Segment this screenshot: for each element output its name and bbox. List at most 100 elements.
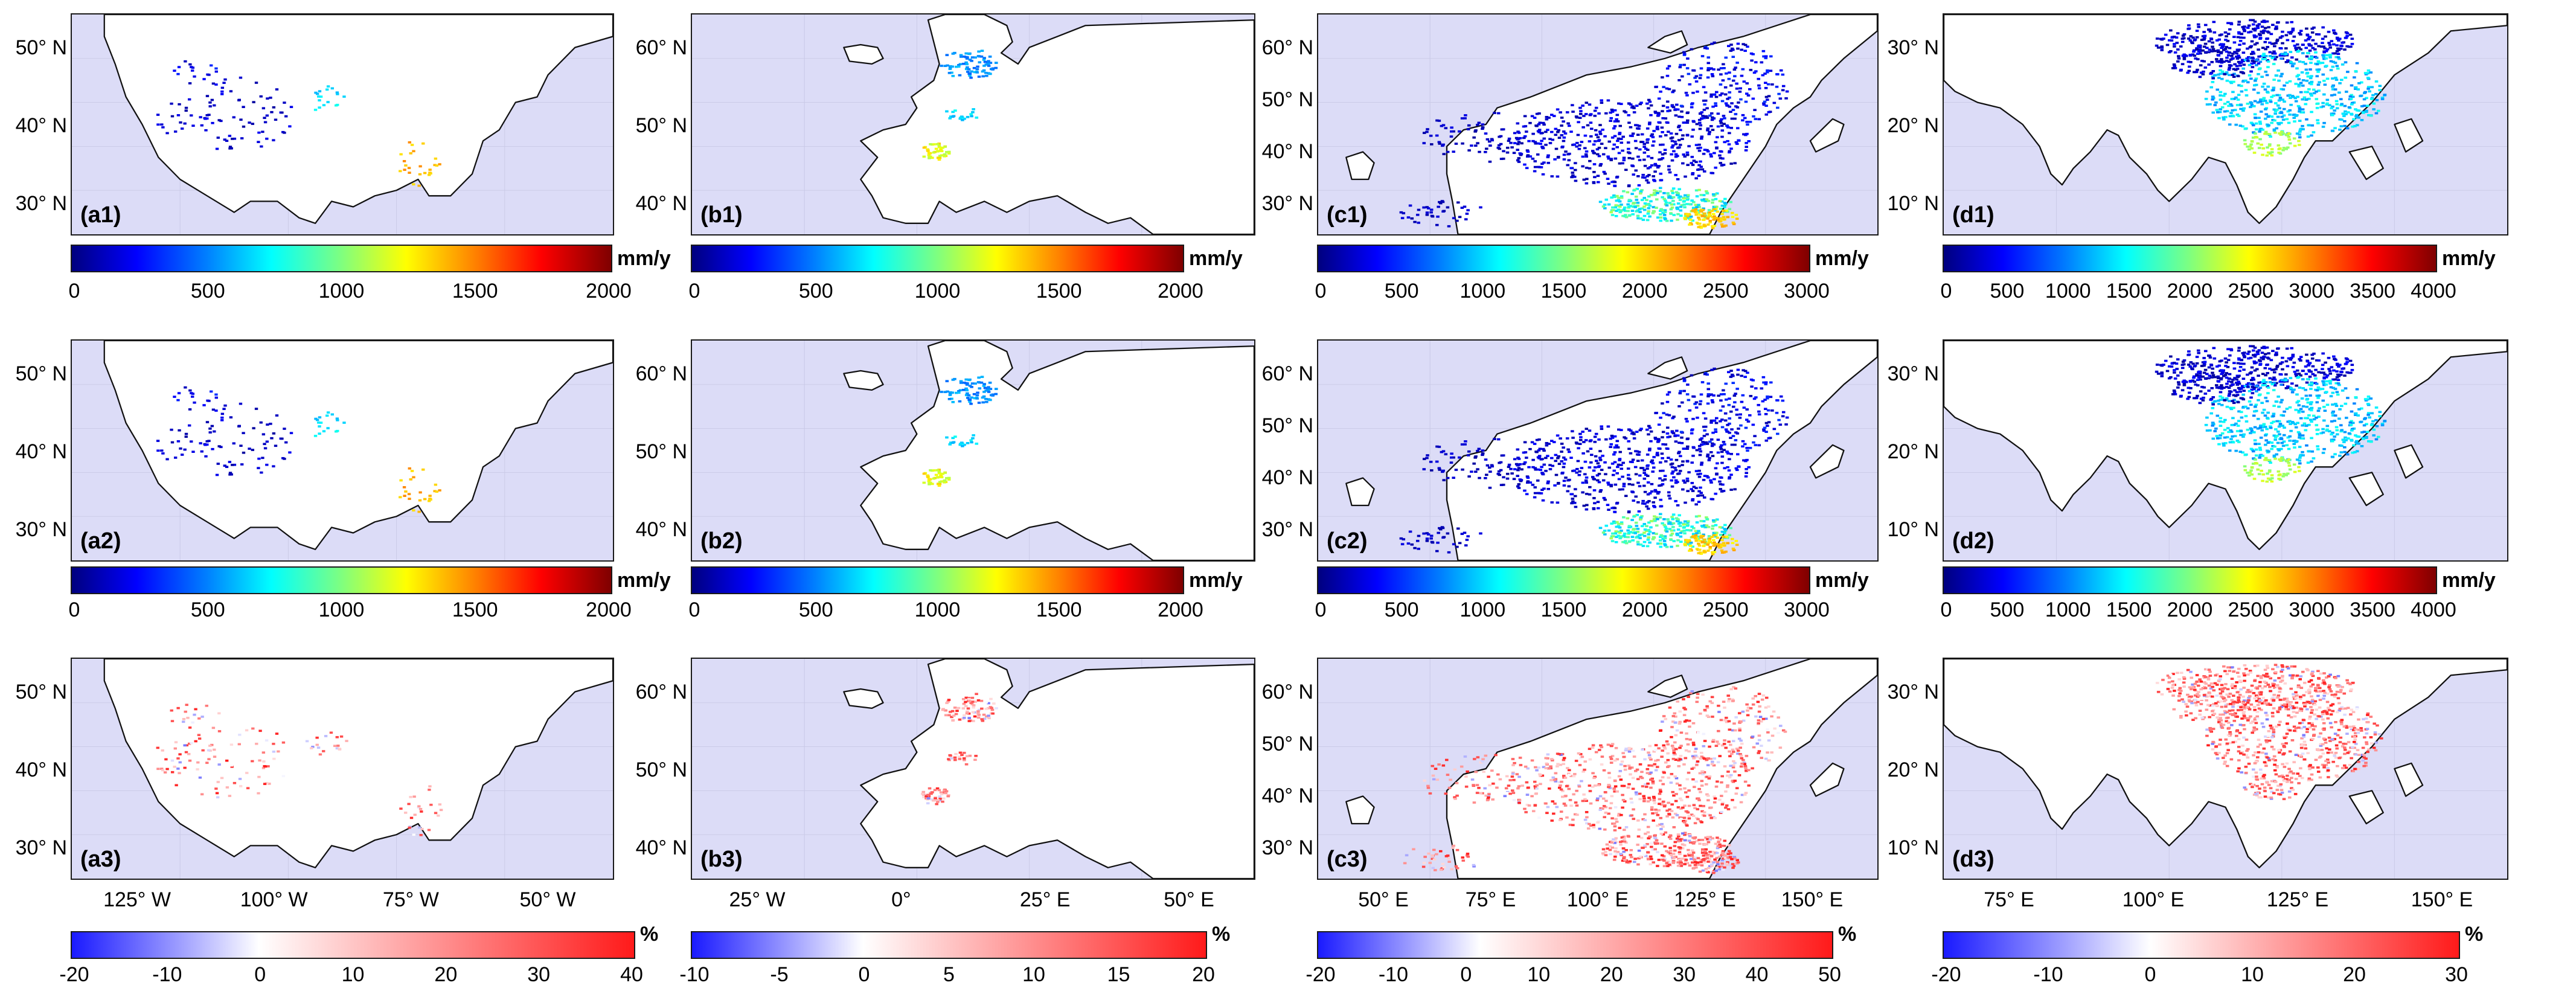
station-point bbox=[1564, 150, 1568, 153]
station-point bbox=[1649, 786, 1653, 789]
station-point bbox=[1754, 70, 1758, 72]
station-point bbox=[1680, 843, 1685, 846]
station-point bbox=[1719, 67, 1723, 69]
station-point bbox=[1710, 399, 1714, 402]
station-point bbox=[1610, 522, 1613, 525]
station-point bbox=[1455, 794, 1459, 797]
station-point bbox=[1613, 806, 1618, 809]
station-point bbox=[1623, 764, 1627, 767]
station-point bbox=[1429, 461, 1433, 463]
station-point bbox=[403, 495, 406, 497]
station-point bbox=[1719, 157, 1723, 159]
station-point bbox=[1449, 461, 1453, 464]
station-point bbox=[1620, 103, 1623, 105]
station-point bbox=[982, 65, 986, 67]
station-point bbox=[439, 809, 443, 812]
station-point bbox=[1606, 481, 1610, 484]
station-point bbox=[1702, 435, 1706, 437]
station-point bbox=[2164, 33, 2168, 36]
station-point bbox=[1713, 215, 1716, 218]
station-point bbox=[188, 424, 191, 427]
station-point bbox=[1475, 784, 1479, 786]
station-point bbox=[1557, 786, 1562, 789]
station-point bbox=[1738, 417, 1742, 419]
station-point bbox=[1761, 717, 1766, 720]
station-point bbox=[1578, 432, 1582, 435]
station-point bbox=[1757, 403, 1761, 406]
station-point bbox=[1539, 166, 1543, 168]
station-point bbox=[1642, 795, 1645, 798]
station-point bbox=[220, 416, 224, 419]
station-point bbox=[2284, 60, 2289, 63]
station-point bbox=[1757, 750, 1761, 752]
station-point bbox=[326, 85, 330, 88]
station-point bbox=[1622, 516, 1626, 519]
station-point bbox=[1464, 785, 1469, 788]
station-point bbox=[1663, 542, 1667, 545]
station-point bbox=[1635, 188, 1639, 190]
station-point bbox=[1705, 117, 1709, 119]
station-point bbox=[1734, 439, 1738, 441]
station-point bbox=[1560, 134, 1564, 136]
station-point bbox=[1581, 155, 1585, 158]
station-point bbox=[1714, 842, 1718, 845]
station-point bbox=[980, 50, 984, 52]
station-point bbox=[1632, 433, 1636, 435]
station-point bbox=[1722, 844, 1726, 847]
station-point bbox=[1720, 135, 1724, 138]
station-point bbox=[1766, 395, 1769, 398]
station-point bbox=[1714, 785, 1719, 788]
station-point bbox=[1537, 449, 1541, 452]
station-point bbox=[968, 400, 972, 403]
station-point bbox=[1562, 757, 1566, 760]
station-point bbox=[1667, 801, 1670, 804]
station-point bbox=[1690, 374, 1694, 377]
station-point bbox=[1548, 138, 1552, 141]
station-point bbox=[1516, 787, 1520, 790]
station-point bbox=[2219, 51, 2223, 54]
station-point bbox=[1737, 737, 1741, 740]
station-point bbox=[1763, 426, 1767, 429]
colorbar-tick-label: -20 bbox=[1306, 963, 1336, 986]
station-point bbox=[1522, 125, 1526, 128]
station-point bbox=[1652, 501, 1656, 504]
station-point bbox=[1567, 450, 1571, 453]
station-point bbox=[1644, 854, 1648, 857]
station-point bbox=[1591, 746, 1595, 749]
station-point bbox=[1554, 780, 1558, 783]
station-point bbox=[2251, 23, 2255, 26]
station-point bbox=[1626, 529, 1630, 532]
station-point bbox=[1567, 124, 1571, 127]
station-point bbox=[1638, 103, 1642, 106]
lat-tick-label: 50° N bbox=[15, 36, 67, 59]
lon-tick-label: 50° E bbox=[1358, 888, 1409, 911]
station-point bbox=[228, 472, 232, 474]
station-point bbox=[988, 72, 992, 75]
station-point bbox=[989, 68, 993, 71]
station-point bbox=[1697, 188, 1701, 191]
station-point bbox=[1712, 521, 1716, 523]
station-point bbox=[1694, 503, 1698, 506]
station-point bbox=[239, 76, 243, 79]
station-point bbox=[1614, 530, 1618, 533]
station-point bbox=[970, 396, 973, 399]
station-point bbox=[1666, 518, 1670, 521]
station-point bbox=[1530, 115, 1534, 118]
station-point bbox=[1717, 704, 1720, 707]
station-point bbox=[1762, 429, 1766, 432]
colorbar-tick-label: 40 bbox=[1745, 963, 1769, 986]
station-point bbox=[1647, 123, 1652, 126]
station-point bbox=[1488, 144, 1492, 147]
station-point bbox=[1540, 466, 1543, 469]
station-point bbox=[1698, 403, 1702, 406]
station-point bbox=[1467, 450, 1471, 453]
station-point bbox=[191, 721, 194, 724]
colorbar-tick-label: 50 bbox=[1818, 963, 1841, 986]
station-point bbox=[1651, 764, 1655, 767]
station-point bbox=[1464, 114, 1467, 117]
station-point bbox=[1589, 121, 1593, 124]
station-point bbox=[1748, 414, 1752, 417]
station-point bbox=[1752, 71, 1757, 74]
station-point bbox=[1558, 819, 1562, 821]
station-point bbox=[435, 490, 439, 493]
